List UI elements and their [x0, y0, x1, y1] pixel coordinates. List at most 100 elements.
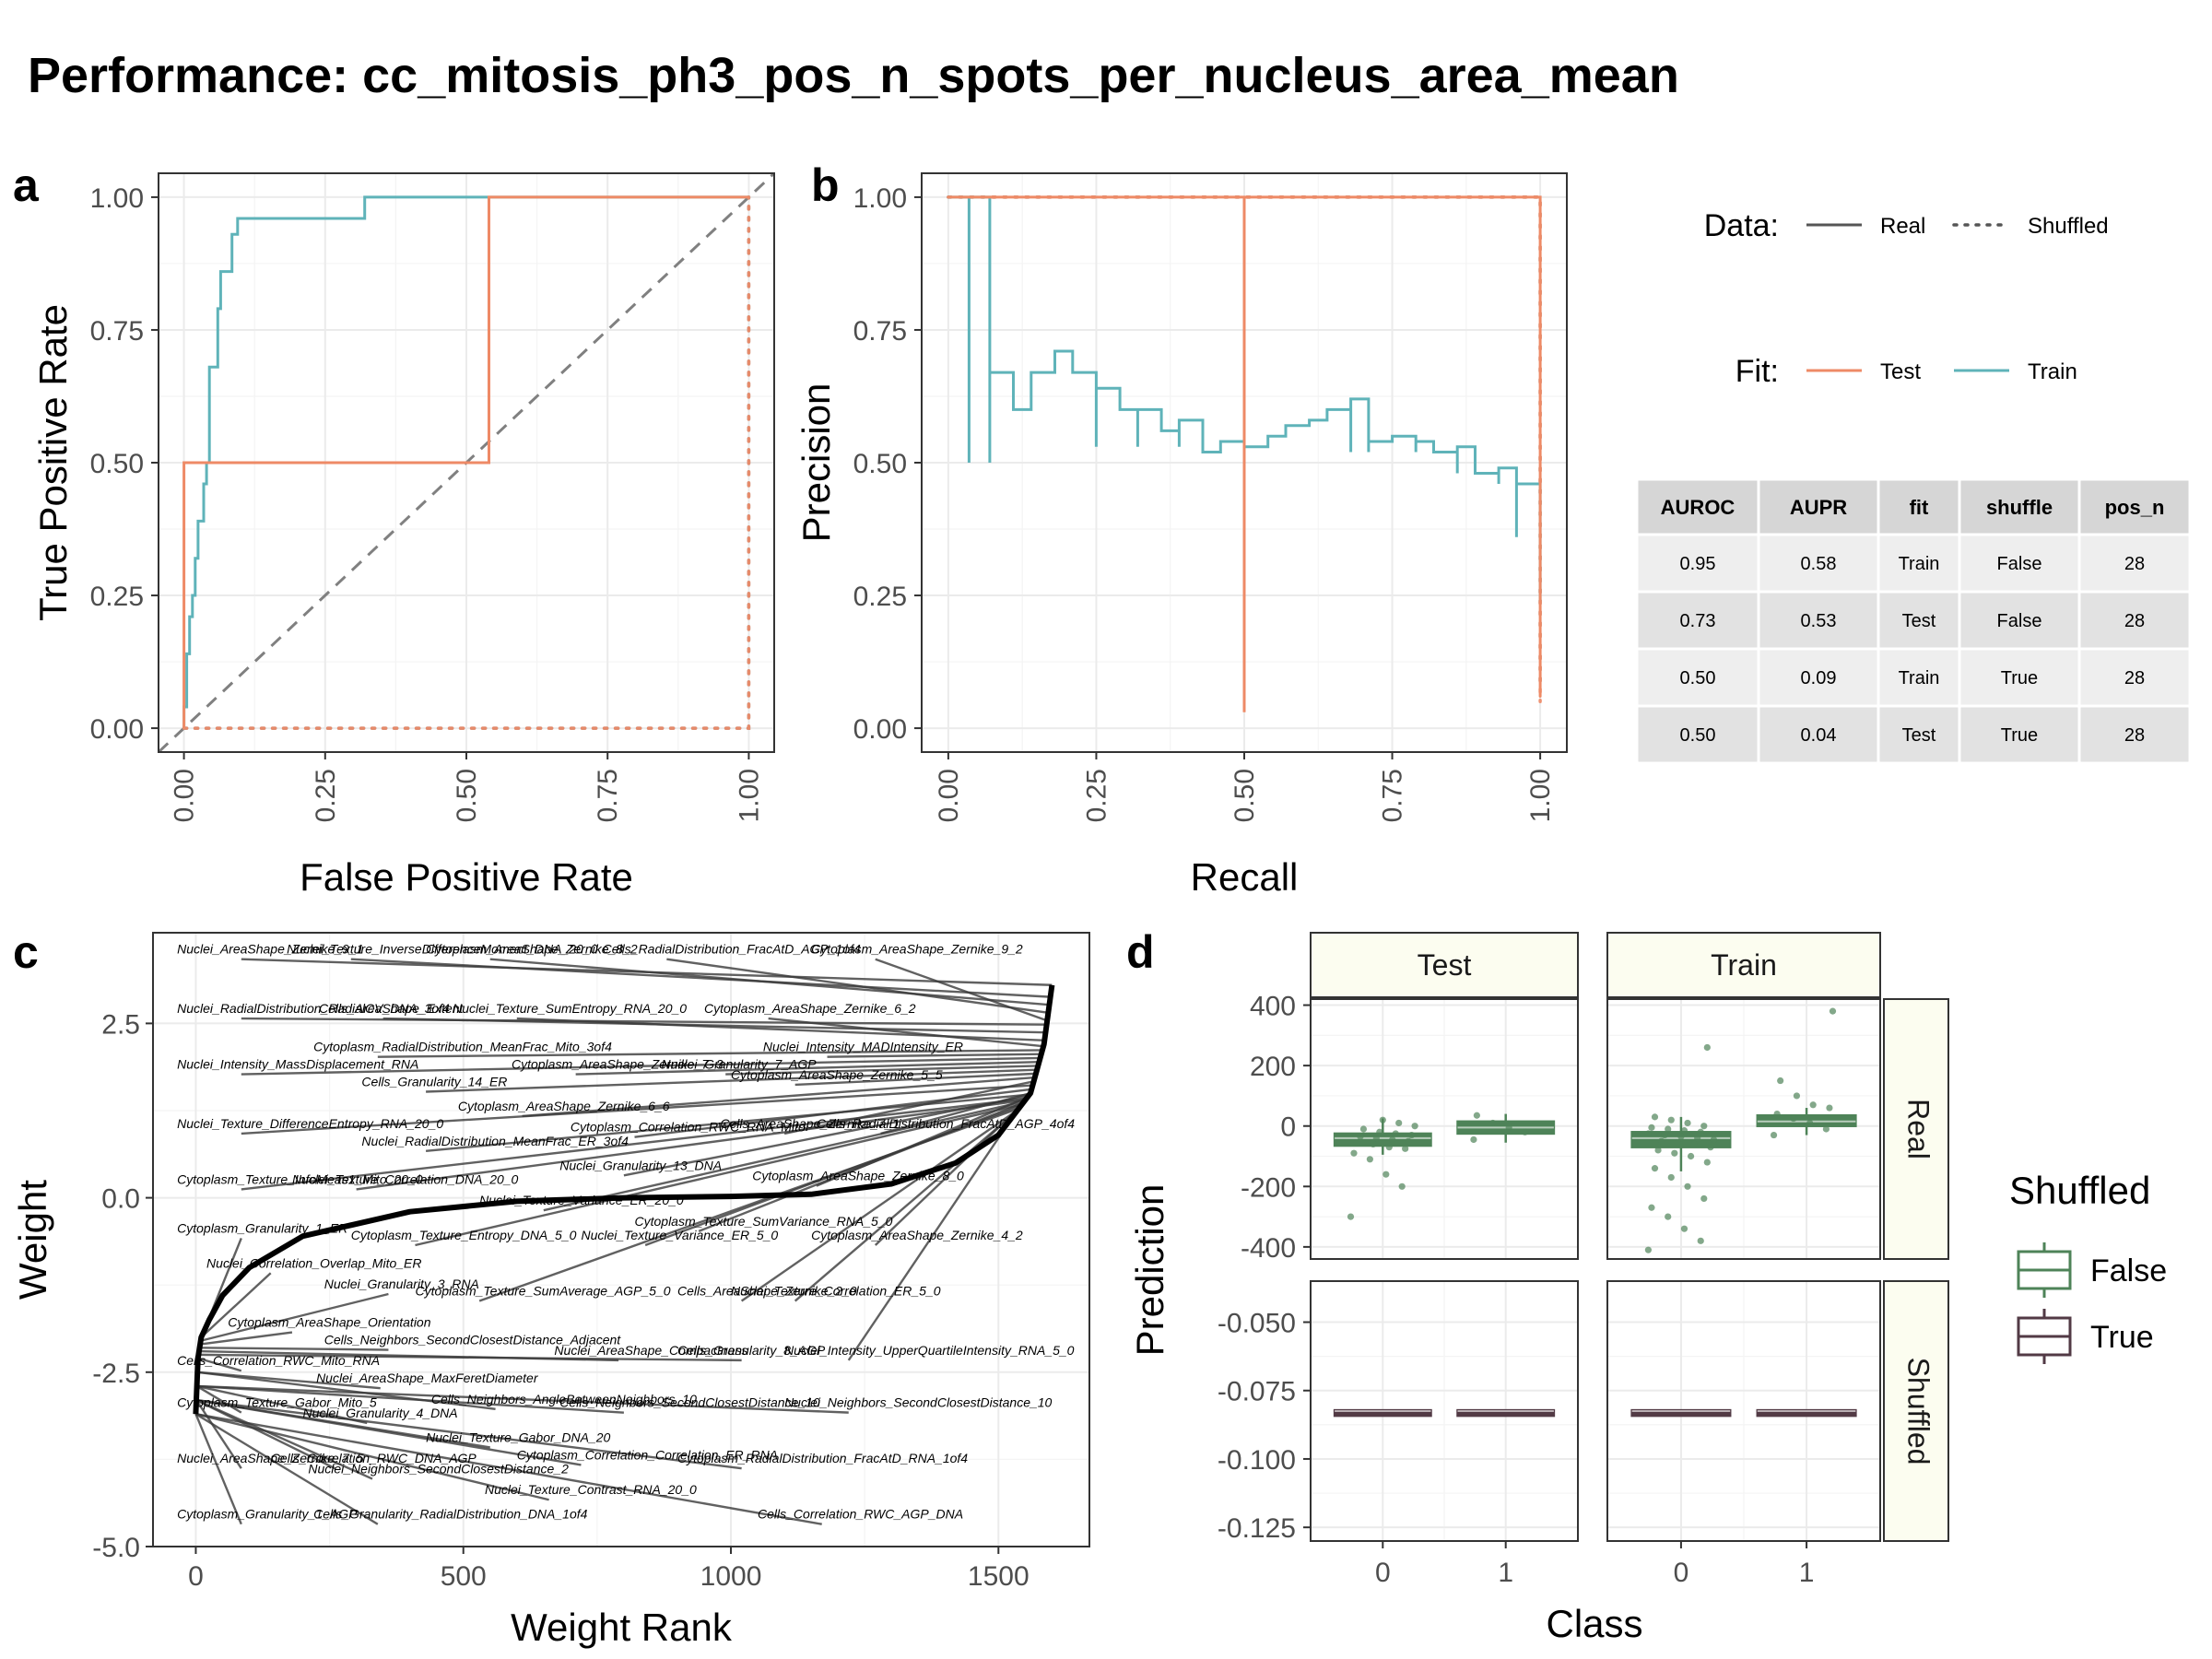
box-point [1773, 1111, 1781, 1118]
x-tick-label: 0.00 [170, 769, 200, 822]
plot-frame [921, 172, 1568, 753]
x-tick-label: 1500 [968, 1561, 1030, 1592]
y-tick-label: -0.125 [1218, 1513, 1296, 1544]
y-axis-title: Prediction [1128, 1184, 1171, 1357]
table-cell [2077, 533, 2192, 594]
table-cell [1635, 590, 1760, 651]
label-leader-line [575, 1060, 1040, 1076]
label-leader-line [489, 958, 1050, 1006]
label-leader-line [199, 1347, 389, 1351]
legend-label-train: Train [2028, 359, 2077, 384]
label-leader-line [478, 1107, 1019, 1302]
y-tick-label: 2.5 [101, 1009, 140, 1040]
box-point [1694, 1135, 1701, 1142]
box-point [1826, 1104, 1833, 1112]
label-leader-line [415, 1103, 1023, 1247]
table-cell [1877, 533, 1961, 594]
x-tick-label: 0.25 [311, 769, 341, 822]
feature-label: Cells_Correlation_RWC_Mito_RNA [177, 1353, 380, 1368]
box-point [1677, 1133, 1685, 1140]
facet-strip-shuffled [1883, 1280, 1949, 1542]
label-leader-line [377, 1049, 1042, 1058]
label-leader-line [241, 1017, 1047, 1026]
label-leader-line [241, 1084, 1033, 1135]
box-point [1790, 1114, 1797, 1123]
feature-label: Cytoplasm_Granularity_1_ER [177, 1220, 347, 1235]
table-cell-value: 0.04 [1801, 725, 1837, 746]
label-leader-line [241, 1097, 1027, 1191]
feature-label: Cytoplasm_Texture_Entropy_DNA_5_0 [351, 1228, 577, 1242]
y-tick-label: -200 [1241, 1172, 1296, 1203]
feature-label: Nuclei_Intensity_UpperQuartileIntensity_… [784, 1343, 1075, 1358]
feature-label: Cytoplasm_Texture_Gabor_Mito_5 [177, 1395, 377, 1410]
box-point [1793, 1092, 1801, 1100]
table-cell-value: Test [1902, 611, 1936, 631]
feature-label: Cytoplasm_AreaShape_Zernike_9_2 [811, 942, 1023, 957]
box-point [1697, 1128, 1704, 1135]
box-point [1389, 1135, 1396, 1144]
label-leader-line [196, 1384, 849, 1414]
box-point [1651, 1165, 1659, 1172]
panel-d-predictions: Test Train Real 400 200 0 -200 -400 Shuffled -0.0… [1126, 926, 2167, 1645]
series-test-shuffled [182, 195, 751, 730]
feature-label: Cytoplasm_AreaShape_Zernike_5_5 [731, 1067, 943, 1082]
feature-label: Cells_Correlation_RWC_AGP_DNA [758, 1507, 963, 1522]
y-tick-label: -2.5 [92, 1359, 140, 1389]
table-cell-value: 0.73 [1680, 611, 1716, 631]
legend-label-shuffled: Shuffled [2028, 214, 2109, 239]
panel-tag: d [1126, 926, 1155, 978]
feature-label: Nuclei_Neighbors_SecondClosestDistance_1… [784, 1395, 1052, 1410]
box-point [1684, 1182, 1691, 1190]
legend-data-title: Data: [1704, 208, 1779, 243]
box-point [1648, 1124, 1655, 1131]
table-cell-value: 0.50 [1680, 668, 1716, 688]
box-point [1661, 1131, 1668, 1139]
feature-label: Cytoplasm_AreaShape_Zernike_4_2 [811, 1228, 1023, 1242]
y-tick-label: -0.075 [1218, 1377, 1296, 1407]
box-point [1376, 1128, 1383, 1135]
feature-label: Cells_AreaShape_Extent [319, 1001, 465, 1016]
label-leader-line [875, 958, 1048, 1022]
facet-frame [1606, 998, 1881, 1260]
label-leader-line [241, 1056, 1041, 1076]
panel-a-roc: 0.00 0.00 0.25 0.25 0.50 0.50 0.75 0.75 1.00 1.00… [13, 159, 775, 899]
label-leader-line [666, 958, 1049, 1014]
box-point [1644, 1246, 1652, 1253]
box-point [1658, 1137, 1665, 1145]
label-leader-line [195, 1398, 373, 1480]
x-tick-label: 1000 [700, 1561, 762, 1592]
y-tick-label: 0 [1280, 1112, 1296, 1143]
x-tick-label: 0.50 [1230, 769, 1260, 822]
feature-label: Cells_AreaShape_Zernike_7_1 [720, 1116, 900, 1131]
box-point [1806, 1119, 1814, 1127]
y-tick-label: 1.00 [90, 183, 144, 214]
feature-label: Nuclei_RadialDistribution_RadialCV_DNA_3… [177, 1001, 450, 1016]
box-point [1521, 1128, 1529, 1135]
table-cell-value: Train [1899, 668, 1940, 688]
x-tick-label: 0.75 [593, 769, 623, 822]
series-test-real [182, 195, 750, 730]
feature-label: Nuclei_Correlation_Overlap_Mito_ER [206, 1255, 421, 1270]
series-train-real [947, 195, 1542, 603]
table-cell [1757, 590, 1880, 651]
x-tick-label: 0.25 [1081, 769, 1112, 822]
legend-label-test: Test [1880, 359, 1921, 384]
y-tick-label: 400 [1250, 992, 1296, 1022]
table-cell [2077, 590, 2192, 651]
plot-area [947, 195, 1542, 712]
x-tick-label: 0 [1375, 1558, 1391, 1588]
legend-shuffled-title: Shuffled [2009, 1169, 2150, 1212]
box-point [1777, 1077, 1784, 1085]
table-cell-value: 0.53 [1801, 611, 1837, 631]
weight-curve [193, 984, 1055, 1415]
feature-label: Nuclei_RadialDistribution_MeanFrac_ER_3o… [361, 1134, 629, 1148]
table-cell-value: False [1997, 554, 2042, 574]
feature-label: Nuclei_Granularity_7_AGP [662, 1057, 818, 1072]
legend-label-false: False [2090, 1253, 2167, 1288]
box-point [1829, 1007, 1837, 1015]
facet-label-real: Real [1902, 1099, 1936, 1159]
box-point [1700, 1123, 1708, 1130]
x-axis-title: Weight Rank [511, 1606, 733, 1649]
feature-label: Cytoplasm_Correlation_RWC_RNA_Mito [571, 1120, 806, 1135]
feature-label: Nuclei_Texture_Correlation_DNA_20_0 [292, 1171, 519, 1186]
